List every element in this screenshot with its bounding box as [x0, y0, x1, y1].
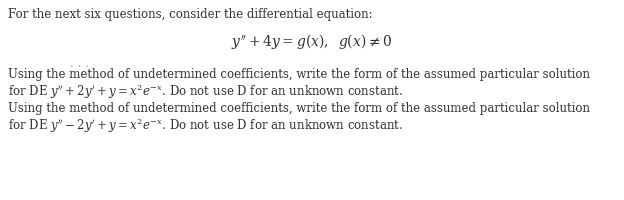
Text: for DE $y'' + 2y' + y = x^2e^{-x}$. Do not use D for an unknown constant.: for DE $y'' + 2y' + y = x^2e^{-x}$. Do n…	[8, 82, 403, 101]
Text: Using the method of undetermined coefficients, write the form of the assumed par: Using the method of undetermined coeffic…	[8, 68, 590, 81]
Text: $y'' + 4y = g(x),\;\; g(x) \neq 0$: $y'' + 4y = g(x),\;\; g(x) \neq 0$	[232, 32, 392, 51]
Text: . . .: . . .	[70, 57, 89, 70]
Text: Using the method of undetermined coefficients, write the form of the assumed par: Using the method of undetermined coeffic…	[8, 102, 590, 115]
Text: for DE $y'' - 2y' + y = x^2e^{-x}$. Do not use D for an unknown constant.: for DE $y'' - 2y' + y = x^2e^{-x}$. Do n…	[8, 116, 403, 135]
Text: For the next six questions, consider the differential equation:: For the next six questions, consider the…	[8, 8, 373, 21]
